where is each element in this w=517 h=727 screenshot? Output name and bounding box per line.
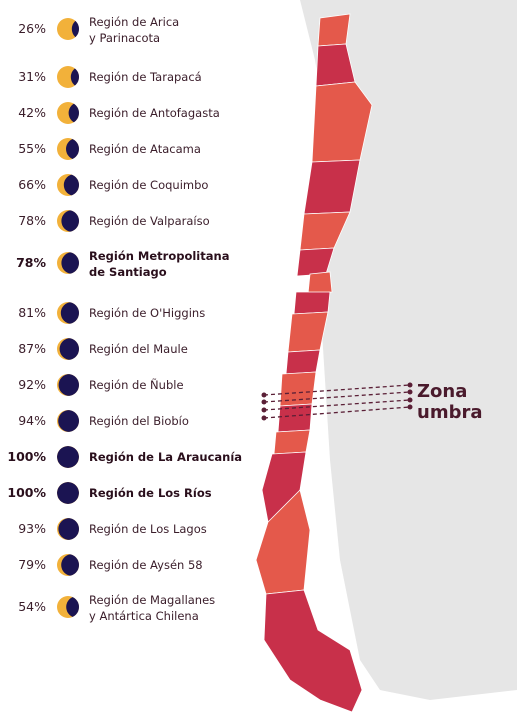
eclipse-icon (56, 553, 80, 577)
region-name-line1: Región de O'Higgins (89, 306, 206, 320)
eclipse-icon (56, 65, 80, 89)
region-list: 26% Región de Arica y Parinacota 31% Región … (0, 14, 260, 623)
region-name-line1: Región de Magallanes (89, 593, 216, 607)
region-row: 100% Región de La Araucanía (0, 442, 260, 472)
region-name: Región de Atacama (89, 141, 264, 157)
eclipse-icon (56, 251, 80, 275)
region-row: 100% Región de Los Ríos (0, 478, 260, 508)
region-percentage: 81% (18, 305, 46, 320)
region-percentage: 42% (18, 105, 46, 120)
region-name-line2: y Parinacota (89, 31, 161, 45)
region-name: Región del Maule (89, 341, 264, 357)
region-percentage: 55% (18, 141, 46, 156)
region-row: 87% Región del Maule (0, 334, 260, 364)
region-row: 78% Región Metropolitana de Santiago (0, 248, 260, 279)
eclipse-icon (56, 209, 80, 233)
region-percentage: 79% (18, 557, 46, 572)
eclipse-icon (56, 17, 80, 41)
region-los-rios (273, 429, 311, 455)
region-percentage: 94% (18, 413, 46, 428)
eclipse-icon (56, 445, 80, 469)
eclipse-icon (56, 101, 80, 125)
region-name: Región de O'Higgins (89, 305, 264, 321)
eclipse-icon (56, 301, 80, 325)
region-name-line1: Región de Atacama (89, 142, 201, 156)
region-row: 55% Región de Atacama (0, 134, 260, 164)
region-percentage: 78% (16, 255, 46, 270)
region-percentage: 54% (18, 599, 46, 614)
region-row: 54% Región de Magallanes y Antártica Chile… (0, 592, 260, 623)
region-ohiggins (293, 291, 331, 315)
region-name: Región de Aysén 58 (89, 557, 264, 573)
zona-umbra-label: Zona umbra (417, 381, 482, 423)
region-row: 78% Región de Valparaíso (0, 206, 260, 236)
eclipse-icon (56, 337, 80, 361)
region-metropolitana (307, 271, 333, 295)
region-percentage: 66% (18, 177, 46, 192)
region-row: 26% Región de Arica y Parinacota (0, 14, 260, 45)
region-row: 92% Región de Ñuble (0, 370, 260, 400)
region-name-line2: de Santiago (89, 265, 167, 279)
region-name-line1: Región Metropolitana (89, 249, 230, 263)
region-percentage: 87% (18, 341, 46, 356)
region-name: Región de Ñuble (89, 377, 264, 393)
region-row: 94% Región del Biobío (0, 406, 260, 436)
region-name: Región del Biobío (89, 413, 264, 429)
eclipse-icon (56, 137, 80, 161)
region-name: Región de Valparaíso (89, 213, 264, 229)
region-name-line1: Región de Coquimbo (89, 178, 209, 192)
region-name: Región de Coquimbo (89, 177, 264, 193)
chile-map (255, 0, 517, 713)
region-name: Región de Magallanes y Antártica Chilena (89, 592, 264, 624)
region-name-line1: Región del Biobío (89, 414, 189, 428)
region-name-line1: Región del Maule (89, 342, 188, 356)
region-row: 81% Región de O'Higgins (0, 298, 260, 328)
region-name-line1: Región de Ñuble (89, 378, 184, 392)
eclipse-icon (56, 409, 80, 433)
region-percentage: 100% (7, 485, 46, 500)
region-name-line2: y Antártica Chilena (89, 609, 199, 623)
region-magallanes (263, 589, 363, 713)
region-row: 42% Región de Antofagasta (0, 98, 260, 128)
region-name-line1: Región de Antofagasta (89, 106, 220, 120)
region-name: Región Metropolitana de Santiago (89, 248, 264, 280)
region-percentage: 100% (7, 449, 46, 464)
region-name: Región de Tarapacá (89, 69, 264, 85)
region-name-line1: Región de Tarapacá (89, 70, 202, 84)
region-name: Región de Antofagasta (89, 105, 264, 121)
region-nuble (285, 349, 321, 375)
region-percentage: 26% (18, 21, 46, 36)
eclipse-icon (56, 595, 80, 619)
region-percentage: 92% (18, 377, 46, 392)
eclipse-icon (56, 517, 80, 541)
region-name-line1: Región de Arica (89, 15, 180, 29)
eclipse-icon (56, 173, 80, 197)
eclipse-icon (56, 373, 80, 397)
region-antofagasta (311, 81, 373, 163)
region-name: Región de La Araucanía (89, 449, 264, 465)
zona-label-line1: Zona (417, 381, 468, 402)
umbra-dots (261, 382, 413, 421)
umbra-lines (263, 384, 411, 419)
region-row: 93% Región de Los Lagos (0, 514, 260, 544)
region-arica (317, 13, 351, 47)
eclipse-icon (56, 481, 80, 505)
region-name-line1: Región de Los Lagos (89, 522, 207, 536)
region-row: 66% Región de Coquimbo (0, 170, 260, 200)
region-name-line1: Región de Los Ríos (89, 486, 212, 500)
zona-label-line2: umbra (417, 402, 483, 423)
region-name-line1: Región de Aysén 58 (89, 558, 203, 572)
region-name-line1: Región de La Araucanía (89, 450, 243, 464)
region-name: Región de Arica y Parinacota (89, 14, 264, 46)
region-percentage: 78% (18, 213, 46, 228)
region-percentage: 93% (18, 521, 46, 536)
region-name: Región de Los Ríos (89, 485, 264, 501)
region-name: Región de Los Lagos (89, 521, 264, 537)
region-row: 31% Región de Tarapacá (0, 62, 260, 92)
region-name-line1: Región de Valparaíso (89, 214, 210, 228)
region-row: 79% Región de Aysén 58 (0, 550, 260, 580)
region-percentage: 31% (18, 69, 46, 84)
region-maule (287, 311, 329, 353)
